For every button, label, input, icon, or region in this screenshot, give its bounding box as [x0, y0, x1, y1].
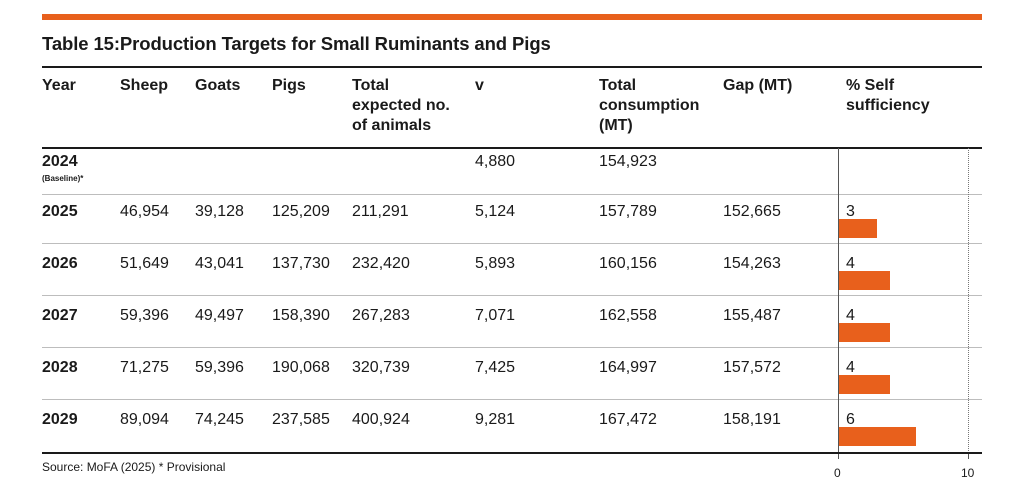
cell-total-consumption: 164,997: [599, 359, 657, 376]
cell-goats: 74,245: [195, 411, 244, 428]
cell-pigs: 190,068: [272, 359, 330, 376]
cell-v: 5,124: [475, 203, 516, 220]
cell-self-sufficiency: 3: [846, 203, 855, 220]
self-sufficiency-bar: [838, 219, 877, 238]
cell-self-sufficiency: 4: [846, 255, 855, 272]
cell-total-consumption: 154,923: [599, 153, 657, 170]
cell-goats: 39,128: [195, 203, 244, 220]
cell-self-sufficiency: 4: [846, 359, 855, 376]
row-divider: [42, 243, 982, 244]
header-goats: Goats: [195, 77, 241, 94]
cell-sheep: 59,396: [120, 307, 169, 324]
cell-goats: 59,396: [195, 359, 244, 376]
axis-label-min: 0: [834, 466, 841, 480]
row-divider: [42, 194, 982, 195]
row-divider: [42, 295, 982, 296]
cell-year: 2025: [42, 203, 78, 220]
cell-year: 2029: [42, 411, 78, 428]
cell-gap: 154,263: [723, 255, 781, 272]
cell-total-consumption: 157,789: [599, 203, 657, 220]
self-sufficiency-bar: [838, 271, 890, 290]
cell-self-sufficiency: 4: [846, 307, 855, 324]
cell-total-consumption: 167,472: [599, 411, 657, 428]
cell-pigs: 237,585: [272, 411, 330, 428]
header-pigs: Pigs: [272, 77, 306, 94]
cell-sheep: 71,275: [120, 359, 169, 376]
header-self-line1: % Self: [846, 77, 895, 94]
cell-total-animals: 232,420: [352, 255, 410, 272]
cell-pigs: 137,730: [272, 255, 330, 272]
header-cons-line2: consumption: [599, 97, 700, 114]
bar-axis-line: [838, 148, 839, 453]
cell-self-sufficiency: 6: [846, 411, 855, 428]
header-total-line2: expected no.: [352, 97, 450, 114]
header-cons-line1: Total: [599, 77, 637, 94]
cell-pigs: 125,209: [272, 203, 330, 220]
top-accent-bar: [42, 14, 982, 20]
self-sufficiency-bar: [838, 427, 916, 446]
cell-year: 2027: [42, 307, 78, 324]
cell-gap: 152,665: [723, 203, 781, 220]
header-v: v: [475, 77, 484, 94]
cell-v: 7,425: [475, 359, 516, 376]
cell-year-note: (Baseline)*: [42, 174, 84, 183]
header-total-animals: Total expected no. of animals: [352, 76, 450, 136]
self-sufficiency-bar: [838, 323, 890, 342]
header-gap: Gap (MT): [723, 77, 793, 94]
axis-label-max: 10: [961, 466, 975, 480]
cell-year: 2028: [42, 359, 78, 376]
cell-total-consumption: 162,558: [599, 307, 657, 324]
axis-tick-max: [968, 454, 969, 459]
self-sufficiency-bar: [838, 375, 890, 394]
axis-tick-min: [838, 454, 839, 459]
source-note: Source: MoFA (2025) * Provisional: [42, 460, 226, 474]
header-top-rule: [42, 66, 982, 68]
cell-pigs: 158,390: [272, 307, 330, 324]
cell-v: 7,071: [475, 307, 516, 324]
header-cons-line3: (MT): [599, 117, 633, 134]
cell-v: 4,880: [475, 153, 516, 170]
cell-year: 2024: [42, 153, 78, 170]
cell-goats: 43,041: [195, 255, 244, 272]
cell-sheep: 46,954: [120, 203, 169, 220]
bar-axis-max-gridline: [968, 148, 969, 453]
cell-goats: 49,497: [195, 307, 244, 324]
cell-total-animals: 211,291: [352, 203, 409, 220]
cell-total-animals: 267,283: [352, 307, 410, 324]
cell-year: 2026: [42, 255, 78, 272]
cell-total-consumption: 160,156: [599, 255, 657, 272]
header-sheep: Sheep: [120, 77, 169, 94]
cell-v: 9,281: [475, 411, 516, 428]
cell-gap: 158,191: [723, 411, 781, 428]
table-title: Table 15:Production Targets for Small Ru…: [42, 33, 551, 54]
cell-gap: 157,572: [723, 359, 781, 376]
header-total-line1: Total: [352, 77, 390, 94]
row-divider: [42, 347, 982, 348]
row-divider: [42, 399, 982, 400]
header-year: Year: [42, 77, 76, 94]
header-self-sufficiency: % Self sufficiency: [846, 76, 930, 116]
header-self-line2: sufficiency: [846, 97, 930, 114]
cell-sheep: 51,649: [120, 255, 169, 272]
cell-total-animals: 320,739: [352, 359, 410, 376]
header-total-consumption: Total consumption (MT): [599, 76, 699, 136]
header-total-line3: of animals: [352, 117, 432, 134]
cell-sheep: 89,094: [120, 411, 169, 428]
cell-gap: 155,487: [723, 307, 781, 324]
cell-total-animals: 400,924: [352, 411, 410, 428]
header-bottom-rule: [42, 147, 982, 149]
table-bottom-rule: [42, 452, 982, 454]
cell-v: 5,893: [475, 255, 516, 272]
